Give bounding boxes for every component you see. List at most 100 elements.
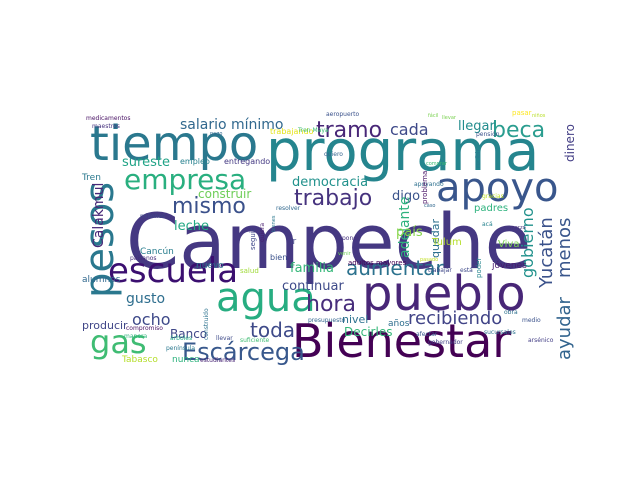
word-aeropuerto: aeropuerto xyxy=(326,111,360,118)
word-quiero: quiero xyxy=(324,151,343,158)
word-medicamentos: medicamentos xyxy=(86,115,131,122)
word-tren-maya: Tren Maya xyxy=(298,127,329,134)
word-viva: Viva xyxy=(498,239,520,250)
word-beca: beca xyxy=(492,118,546,143)
word-salud: salud xyxy=(240,267,259,275)
word-entregando: entregando xyxy=(224,157,271,166)
word-democracia: democracia xyxy=(292,175,369,190)
word-empleo: empleo xyxy=(180,157,210,166)
word-tabasco: Tabasco xyxy=(122,355,158,365)
word-dinero: dinero xyxy=(563,124,577,162)
word-familia: familia xyxy=(290,261,335,276)
word-ayudar: ayudar xyxy=(554,297,575,360)
word-gusto: gusto xyxy=(126,291,166,307)
word-adultos-mayores: adultos mayores xyxy=(348,259,407,267)
word-pais: país xyxy=(396,225,423,240)
word-comprar: comprar xyxy=(426,161,448,167)
word-poner: poner xyxy=(342,235,360,242)
word-pasar: pasar xyxy=(512,109,532,117)
word-tulum: Tulum xyxy=(432,237,462,248)
word-digo: digo xyxy=(392,189,421,204)
word-hora: hora xyxy=(306,292,356,317)
word-padres: padres xyxy=(474,203,509,214)
word-pasado: pasado xyxy=(420,257,439,263)
word-alumnos: alumnos xyxy=(82,275,121,285)
word-compromiso: compromiso xyxy=(126,325,163,332)
word-empresa: empresa xyxy=(124,163,247,196)
word-sureste: sureste xyxy=(122,155,170,170)
word-millones: millones xyxy=(140,213,166,220)
word-escarcega: Escárcega xyxy=(182,338,305,366)
word-venir: venir xyxy=(338,251,351,257)
word-bienes: bienes xyxy=(271,215,277,233)
word-presupuesto: presupuesto xyxy=(308,317,346,324)
word-decirles: Decirles xyxy=(344,325,393,339)
word-mismo: mismo xyxy=(172,194,246,219)
word-caso: caso xyxy=(424,203,436,209)
word-resolver: resolver xyxy=(276,205,301,212)
word-bien: bien xyxy=(270,253,288,262)
word-seguir: seguir xyxy=(249,228,257,250)
word-escuela: escuela xyxy=(108,251,239,291)
word-ocho: ocho xyxy=(132,310,171,329)
word-calakmul: Calakmul xyxy=(91,182,107,248)
word-toda: toda xyxy=(250,318,296,342)
word-cancun: Cancún xyxy=(140,247,174,257)
word-trabajando: trabajando xyxy=(270,127,314,136)
word-suficiente: suficiente xyxy=(240,337,270,344)
word-tiempo: tiempo xyxy=(90,116,259,172)
word-marzo: marzo xyxy=(510,225,526,231)
word-arsenico: arsénico xyxy=(528,337,554,344)
word-afectar: afectar xyxy=(416,331,438,338)
word-bienestar: Bienestar xyxy=(292,314,512,368)
word-nunca: nunca xyxy=(172,355,200,365)
word-ir: ir xyxy=(290,237,297,247)
word-arboles: árboles xyxy=(170,335,193,342)
word-banco: Banco xyxy=(170,327,208,341)
word-pago: pago xyxy=(210,131,223,137)
word-tramo: tramo xyxy=(316,118,383,143)
word-continuar: continuar xyxy=(282,279,344,294)
word-peninsula: península xyxy=(166,345,196,352)
word-llevar: llevar xyxy=(216,335,233,342)
word-nuevo: nuevo xyxy=(196,261,224,271)
word-trabajo: trabajo xyxy=(294,186,373,211)
word-menos: menos xyxy=(554,217,575,278)
word-tren: Tren xyxy=(82,173,101,183)
word-construido: construido xyxy=(203,308,210,340)
word-llegar: llegar xyxy=(458,119,495,134)
word-gobernador: gobernador xyxy=(428,339,463,346)
word-agua: agua xyxy=(216,275,316,321)
word-aca: acá xyxy=(482,221,493,228)
word-poder: poder xyxy=(475,257,483,278)
word-recibiendo: recibiendo xyxy=(408,308,503,329)
word-medio: medio xyxy=(522,317,541,324)
word-anos: años xyxy=(388,319,410,329)
word-llevar-2: llevar xyxy=(442,115,456,121)
word-pension: pensión xyxy=(476,131,500,138)
word-campeche: Campeche xyxy=(126,197,532,286)
word-esta: está xyxy=(460,267,473,274)
word-nivel: nivel xyxy=(342,313,369,326)
word-facil: fácil xyxy=(428,113,439,119)
word-manera: manera xyxy=(124,333,148,340)
word-gracias: gracias xyxy=(482,193,504,200)
word-aumentar: aumentar xyxy=(346,256,444,280)
word-paisanos: paisanos xyxy=(130,255,157,262)
word-producir: producir xyxy=(82,319,128,332)
word-sucursales: sucursales xyxy=(484,329,516,336)
word-apoyo: apoyo xyxy=(436,165,559,211)
word-programa: programa xyxy=(266,119,540,184)
word-pueblo: pueblo xyxy=(362,266,526,322)
word-quiera: quiera xyxy=(259,222,266,242)
word-recibir: recibir xyxy=(475,149,482,168)
word-jovenes: jóvenes xyxy=(492,261,527,271)
word-estudiantes: estudiantes xyxy=(200,357,236,364)
word-gas: gas xyxy=(90,323,147,361)
word-salario-minimo: salario mínimo xyxy=(180,117,284,133)
word-trabajar: trabajar xyxy=(428,267,452,274)
word-cada: cada xyxy=(390,120,429,139)
word-construir: construir xyxy=(198,187,252,201)
word-maestros: maestros xyxy=(92,123,120,130)
word-ninos: niños xyxy=(532,113,546,119)
